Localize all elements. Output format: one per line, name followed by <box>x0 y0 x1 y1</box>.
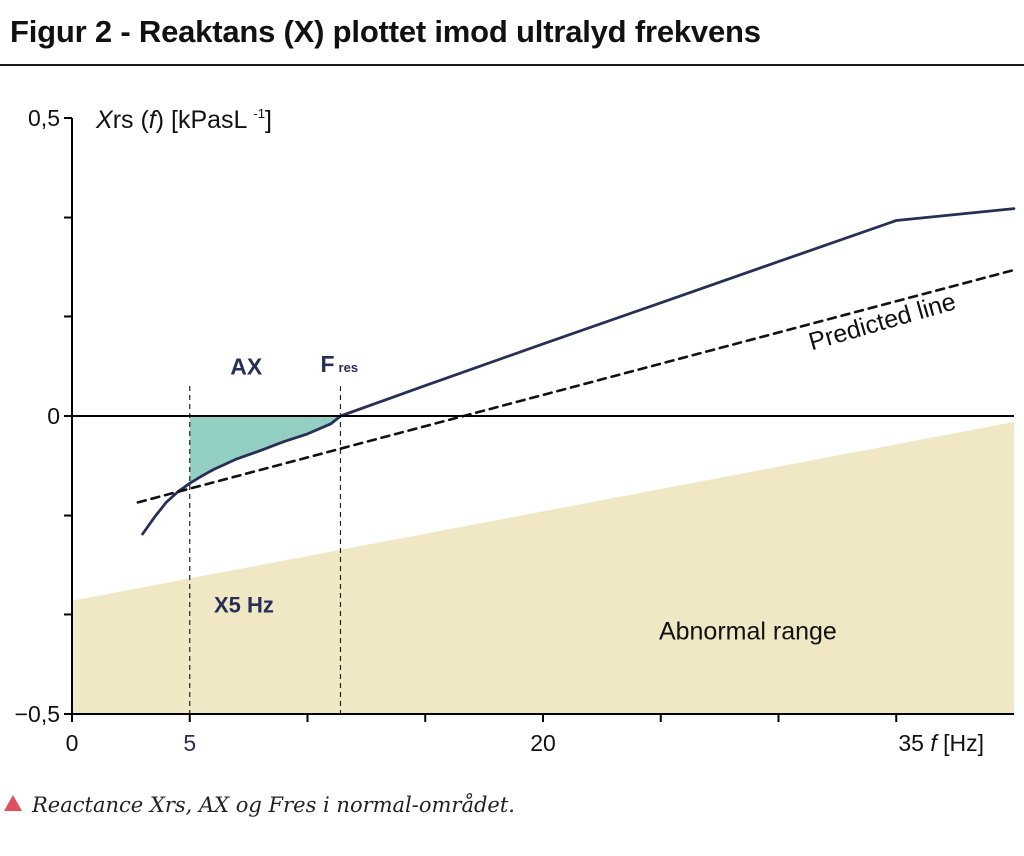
y-tick-label: −0,5 <box>15 701 60 727</box>
predicted-line-label: Predicted line <box>806 288 959 357</box>
series-layer <box>136 207 1016 536</box>
abnormal-range-region <box>72 421 1014 714</box>
regions-layer <box>72 416 1014 714</box>
x5hz-label: X5 Hz <box>214 593 274 618</box>
predicted-line-series <box>136 268 1016 504</box>
x-axis-label: 35 f [Hz] <box>898 730 984 756</box>
y-tick-label: 0 <box>47 403 60 429</box>
title-divider <box>0 64 1024 66</box>
caption-triangle-icon <box>4 795 22 811</box>
y-tick-label: 0,5 <box>28 105 60 131</box>
figure-caption: Reactance Xrs, AX og Fres i normal-områd… <box>4 793 515 817</box>
x-tick-label: 20 <box>530 730 556 756</box>
y-axis-label: Xrs (f) [kPasL -1] <box>95 106 272 134</box>
x-tick-label: 5 <box>183 730 196 756</box>
ax-label: AX <box>230 353 263 379</box>
abnormal-range-label: Abnormal range <box>659 618 837 646</box>
ax-area-region <box>189 416 341 484</box>
figure-title: Figur 2 - Reaktans (X) plottet imod ultr… <box>10 14 761 49</box>
caption-text: Reactance Xrs, AX og Fres i normal-områd… <box>32 793 515 817</box>
axes-layer <box>64 117 1014 722</box>
grid-layer <box>189 386 342 714</box>
x-tick-label: 0 <box>66 730 79 756</box>
